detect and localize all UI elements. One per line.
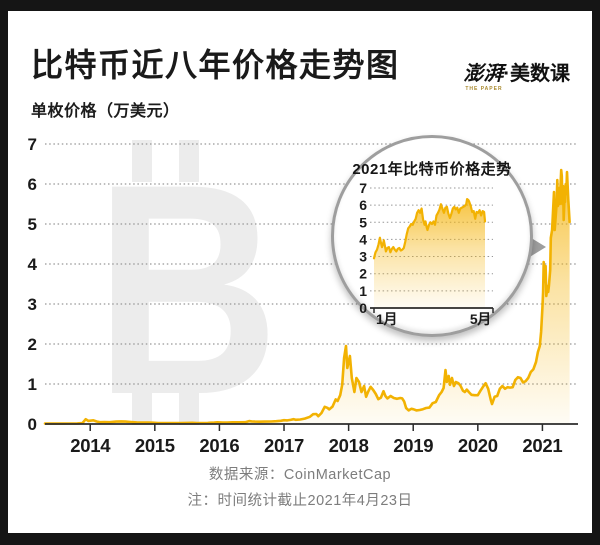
y-tick-label: 2 [359,266,367,282]
page-title: 比特币近八年价格走势图 [31,47,400,83]
price-line [372,198,487,260]
cutoff-date-note: 注：时间统计截止2021年4月23日 [187,493,413,509]
price-line [43,168,571,425]
price-area-fill [374,199,485,308]
svg-text:B: B [95,121,279,456]
data-source-note: 数据来源：CoinMarketCap [208,467,392,483]
x-tick-label: 2014 [70,435,111,456]
y-axis-labels: 0 1 2 3 4 5 6 7 [28,135,38,434]
y-axis-unit-label: 单枚价格（万美元） [31,103,180,120]
price-area-fill [45,170,570,424]
brand-logo-cn: 澎湃 THE PAPER [463,63,504,92]
x-tick-label: 1月 [376,311,397,327]
brand-logo-subtext: THE PAPER [465,86,503,92]
y-tick-label: 1 [28,375,37,394]
y-tick-label: 6 [28,175,37,194]
inset-magnifier-circle: 1月 5月 0 1 2 3 4 5 6 7 2021年比特币价格走势 [331,135,533,337]
y-tick-label: 3 [28,295,37,314]
y-tick-label: 0 [28,415,37,434]
y-tick-label: 1 [359,283,367,299]
y-tick-label: 4 [28,255,38,274]
brand-logo-suffix: ·美数课 [503,63,570,85]
x-axis: 2014 2015 2016 2017 2018 2019 2020 2021 [45,423,578,456]
y-tick-label: 7 [359,180,367,196]
x-tick-label: 2017 [264,435,304,456]
x-tick-label: 5月 [470,311,491,327]
x-tick-label: 2016 [199,435,239,456]
y-tick-label: 6 [359,197,367,213]
y-tick-label: 5 [28,215,37,234]
y-tick-label: 3 [359,249,367,265]
y-tick-label: 7 [28,135,37,154]
x-tick-label: 2021 [522,435,562,456]
y-tick-label: 4 [359,231,367,247]
x-axis: 1月 5月 [370,307,494,327]
x-tick-label: 2018 [329,435,369,456]
inset-chart-title: 2021年比特币价格走势 [352,161,512,178]
brand-logo: 澎湃 THE PAPER ·美数课 [463,57,570,92]
x-tick-label: 2020 [458,435,498,456]
x-tick-label: 2019 [393,435,433,456]
y-tick-label: 0 [359,300,367,316]
y-tick-label: 2 [28,335,37,354]
gridlines [45,143,578,385]
x-tick-label: 2015 [135,435,175,456]
y-tick-label: 5 [359,214,367,230]
